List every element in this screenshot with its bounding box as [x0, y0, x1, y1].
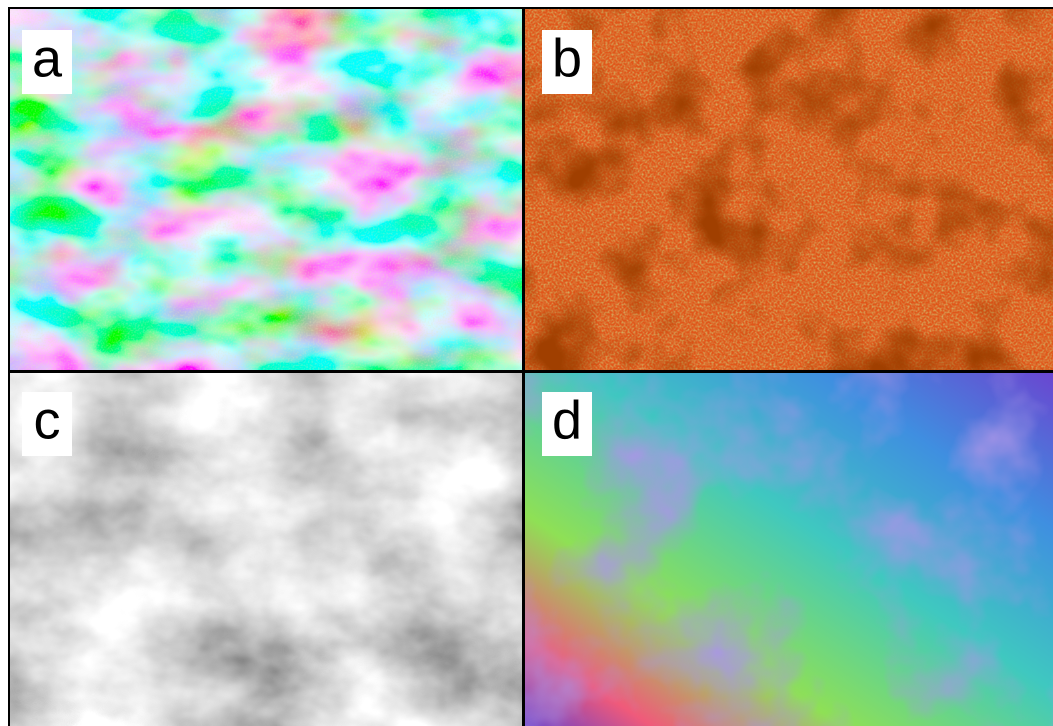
panel-b: b	[525, 8, 1053, 370]
panel-label: d	[552, 390, 582, 450]
panel-label: b	[552, 28, 582, 88]
figure: a b c d	[0, 0, 1053, 726]
image-b-dark	[525, 8, 1053, 370]
panel-a: a	[8, 8, 522, 370]
panel-label: c	[34, 390, 61, 450]
image-d-texture	[525, 373, 1053, 726]
image-c	[8, 373, 522, 726]
panel-d: d	[525, 373, 1053, 726]
panel-label: a	[32, 28, 63, 88]
image-a-noise	[8, 8, 522, 370]
panel-c: c	[8, 373, 522, 726]
